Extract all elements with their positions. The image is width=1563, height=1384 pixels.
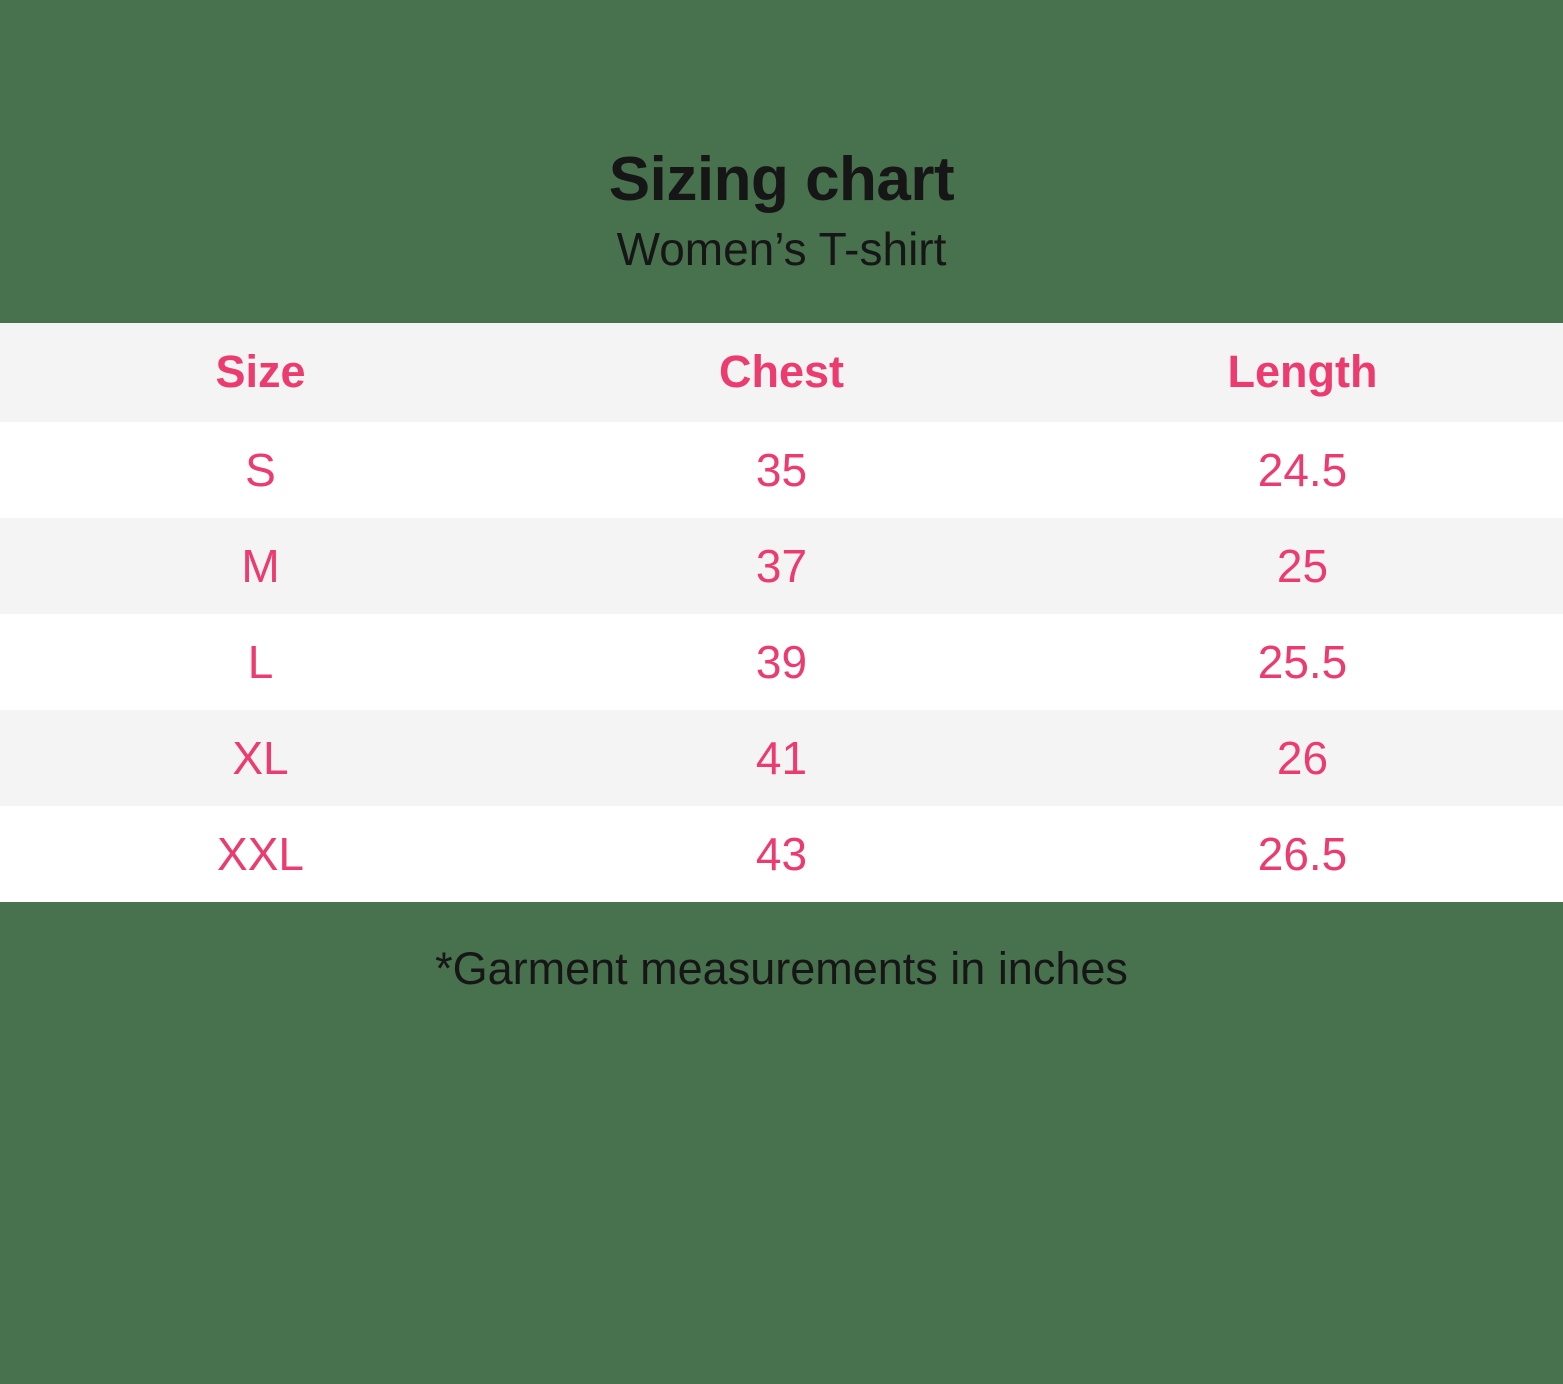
table-row-m: M 37 25 xyxy=(0,517,1563,614)
length-cell: 26.5 xyxy=(1257,827,1348,880)
sizing-table: Size Chest Length S 35 24.5 M 37 25 L 39… xyxy=(0,322,1563,902)
header-block: Sizing chart Women’s T-shirt xyxy=(0,0,1563,275)
table-row-xxl: XXL 43 26.5 xyxy=(0,805,1563,902)
length-cell: 26 xyxy=(1276,731,1329,784)
size-cell: L xyxy=(247,635,274,688)
table-header-row: Size Chest Length xyxy=(0,322,1563,422)
column-header-chest: Chest xyxy=(718,346,845,398)
page-subtitle: Women’s T-shirt xyxy=(616,223,947,276)
size-cell: XXL xyxy=(217,827,304,880)
column-header-length: Length xyxy=(1227,346,1378,398)
chest-cell: 41 xyxy=(755,731,808,784)
length-cell: 25 xyxy=(1276,539,1329,592)
footnote: *Garment measurements in inches xyxy=(435,942,1128,994)
column-header-size: Size xyxy=(215,346,306,398)
chest-cell: 37 xyxy=(755,539,808,592)
size-cell: M xyxy=(241,539,280,592)
chest-cell: 35 xyxy=(755,443,808,496)
length-cell: 24.5 xyxy=(1257,443,1348,496)
table-row-xl: XL 41 26 xyxy=(0,709,1563,806)
size-cell: XL xyxy=(232,731,289,784)
chest-cell: 39 xyxy=(755,635,808,688)
table-row-l: L 39 25.5 xyxy=(0,613,1563,710)
table-row-s: S 35 24.5 xyxy=(0,421,1563,518)
size-cell: S xyxy=(245,443,276,496)
chest-cell: 43 xyxy=(755,827,808,880)
length-cell: 25.5 xyxy=(1257,635,1348,688)
page-title: Sizing chart xyxy=(608,145,955,214)
